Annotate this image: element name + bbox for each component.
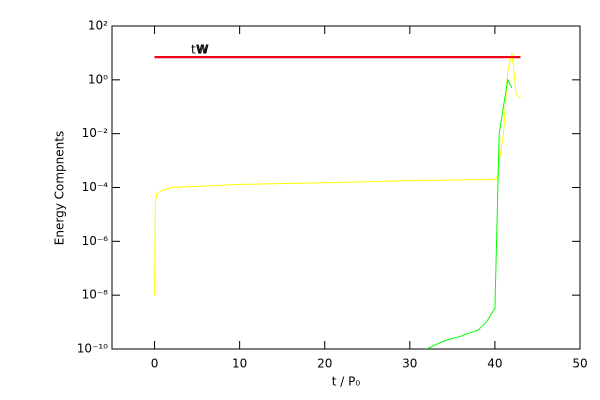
legend-label: tW bbox=[191, 43, 208, 57]
y-tick-label: 10⁻⁴ bbox=[82, 180, 109, 194]
y-tick-label: 10⁰ bbox=[88, 72, 108, 86]
y-tick-label: 10² bbox=[88, 19, 108, 33]
y-tick-label: 10⁻¹⁰ bbox=[77, 342, 108, 356]
y-tick-label: 10⁻² bbox=[82, 126, 109, 140]
x-axis-title: t / P₀ bbox=[332, 375, 361, 389]
x-tick-label: 10 bbox=[232, 357, 247, 371]
y-tick-label: 10⁻⁶ bbox=[82, 234, 109, 248]
y-axis-title: Energy Compnents bbox=[53, 131, 67, 245]
x-tick-label: 30 bbox=[402, 357, 417, 371]
legend-label: W bbox=[197, 43, 209, 57]
x-tick-label: 40 bbox=[487, 357, 502, 371]
series-line bbox=[154, 52, 521, 296]
x-tick-label: 0 bbox=[151, 357, 159, 371]
series-line bbox=[426, 78, 513, 349]
x-tick-label: 50 bbox=[572, 357, 587, 371]
y-tick-label: 10⁻⁸ bbox=[82, 288, 109, 302]
x-tick-label: 20 bbox=[317, 357, 332, 371]
